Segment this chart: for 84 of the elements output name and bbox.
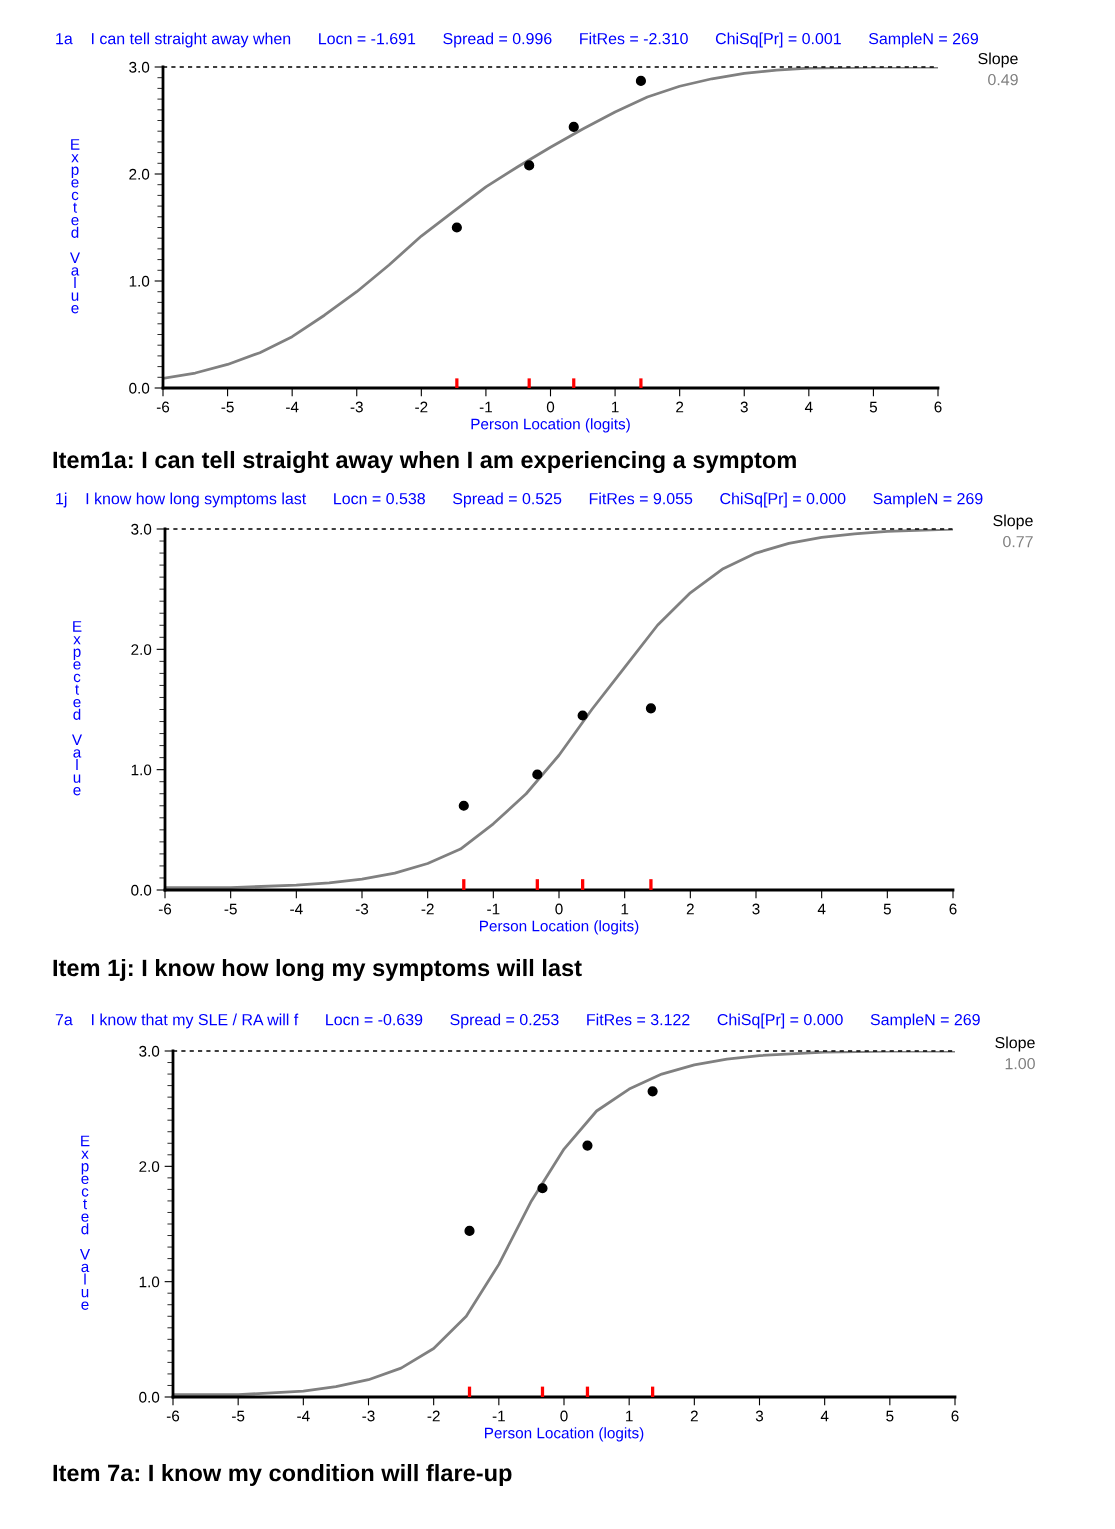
point xyxy=(458,800,469,811)
text: Slope xyxy=(993,514,1033,530)
x-tick-label: -6 xyxy=(166,1410,180,1422)
x-tick-label: -3 xyxy=(355,903,369,915)
line-series xyxy=(165,529,953,889)
y-tick-label: 1.0 xyxy=(139,1276,160,1288)
y-tick-label: 3.0 xyxy=(129,61,150,73)
line-series xyxy=(163,67,938,380)
point xyxy=(524,160,535,171)
x-tick-label: -3 xyxy=(362,1410,375,1422)
point xyxy=(582,1140,593,1151)
x-axis-title: Person Location (logits) xyxy=(471,418,630,433)
point xyxy=(577,710,588,721)
chart-title: 1j I know how long symptoms last Locn = 0.538 Spread = 0.525 FitRes = 9.055 ChiSq[Pr] = 0.000 SampleN = 269 xyxy=(56,492,983,508)
x-tick-label: 2 xyxy=(690,1410,698,1422)
y-tick-label: 2.0 xyxy=(139,1161,160,1173)
point xyxy=(451,222,462,233)
x-tick-label: -6 xyxy=(156,401,170,413)
y-tick-label: 1.0 xyxy=(131,764,152,776)
x-tick-label: 3 xyxy=(755,1410,764,1422)
text: Item1a: I can tell straight away when I am experiencing a symptom xyxy=(53,450,796,474)
x-tick-label: 2 xyxy=(676,401,684,413)
y-tick-label: 2.0 xyxy=(131,644,152,656)
x-tick-label: 2 xyxy=(686,903,694,915)
x-tick-label: 1 xyxy=(612,401,619,413)
x-tick-label: -1 xyxy=(492,1410,505,1422)
point xyxy=(537,1183,548,1194)
x-tick-label: -6 xyxy=(158,903,172,915)
y-tick-label: 0.0 xyxy=(129,382,150,394)
x-tick-label: -4 xyxy=(297,1410,310,1422)
point xyxy=(532,769,543,780)
text: Slope xyxy=(978,52,1018,68)
x-tick-label: -2 xyxy=(427,1410,440,1422)
point xyxy=(635,75,647,86)
x-tick-label: -4 xyxy=(290,903,303,915)
line-series xyxy=(173,1051,955,1397)
text: 0.77 xyxy=(1003,535,1033,548)
x-tick-label: 5 xyxy=(886,1410,894,1422)
x-axis-title: Person Location (logits) xyxy=(480,920,639,935)
x-tick-label: 0 xyxy=(546,401,555,413)
x-tick-label: 1 xyxy=(626,1410,633,1422)
x-tick-label: 0 xyxy=(555,903,563,915)
text: 1.00 xyxy=(1005,1057,1035,1070)
x-tick-label: 1 xyxy=(621,903,629,915)
text: Item 7a: I know my condition will flare-up xyxy=(53,1463,512,1487)
x-tick-label: 4 xyxy=(804,401,813,413)
x-tick-label: 3 xyxy=(752,903,760,915)
text: Expected Value xyxy=(79,1135,91,1310)
x-axis-title: Person Location (logits) xyxy=(485,1427,644,1442)
x-tick-label: 6 xyxy=(949,903,957,915)
x-tick-label: -1 xyxy=(487,903,500,915)
chart-title: 1a I can tell straight away when Locn = -1.691 Spread = 0.996 FitRes = -2.310 ChiSq[Pr] = 0.001 SampleN = 269 xyxy=(56,32,979,48)
x-tick-label: -5 xyxy=(221,401,234,413)
x-tick-label: 4 xyxy=(817,903,826,915)
y-tick-label: 2.0 xyxy=(129,168,150,180)
x-tick-label: -5 xyxy=(224,903,237,915)
text: Slope xyxy=(995,1036,1035,1052)
point xyxy=(568,121,579,133)
x-tick-label: 5 xyxy=(869,401,878,413)
y-tick-label: 0.0 xyxy=(139,1391,160,1403)
text: Item 1j: I know how long my symptoms will last xyxy=(53,958,582,982)
y-tick-label: 0.0 xyxy=(131,884,152,896)
x-tick-label: 3 xyxy=(740,401,748,413)
point xyxy=(464,1225,475,1237)
text: 0.49 xyxy=(988,73,1018,86)
x-tick-label: -5 xyxy=(232,1410,245,1422)
text: Expected Value xyxy=(71,621,83,796)
x-tick-label: -2 xyxy=(421,903,434,915)
y-tick-label: 3.0 xyxy=(131,523,152,535)
y-tick-label: 1.0 xyxy=(129,275,150,287)
x-tick-label: -2 xyxy=(415,401,428,413)
x-tick-label: -3 xyxy=(350,401,363,413)
chart-title: 7a I know that my SLE / RA will f Locn = -0.639 Spread = 0.253 FitRes = 3.122 ChiSq[Pr] = 0.000 SampleN = 269 xyxy=(55,1013,980,1029)
x-tick-label: 4 xyxy=(820,1410,829,1422)
y-tick-label: 3.0 xyxy=(139,1045,160,1057)
point xyxy=(647,1086,658,1097)
text: Expected Value xyxy=(69,139,81,314)
x-tick-label: 0 xyxy=(560,1410,568,1422)
x-tick-label: 6 xyxy=(934,401,942,413)
x-tick-label: 6 xyxy=(951,1410,959,1422)
x-tick-label: 5 xyxy=(883,903,891,915)
x-tick-label: -4 xyxy=(286,401,299,413)
x-tick-label: -1 xyxy=(479,401,492,413)
point xyxy=(645,703,657,714)
